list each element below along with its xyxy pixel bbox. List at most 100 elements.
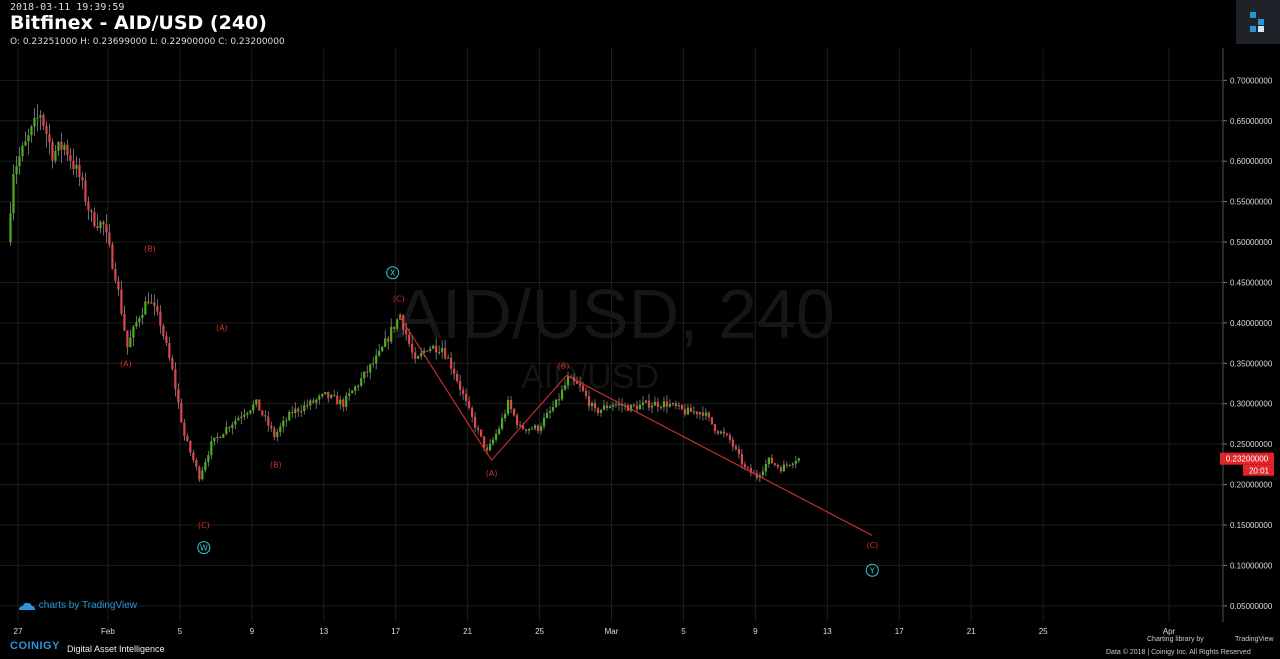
- time-tick-label: 21: [967, 627, 976, 636]
- candle-down: [273, 428, 276, 438]
- candle-up: [644, 400, 648, 403]
- price-tick-label: 0.30000000: [1230, 400, 1273, 409]
- price-tick-label: 0.50000000: [1230, 238, 1273, 247]
- price-axis[interactable]: 0.05000000 0.10000000 0.15000000 0.20000000…: [1223, 76, 1273, 611]
- candle-up: [357, 385, 360, 387]
- candle-down: [162, 325, 165, 337]
- chart-grid: [0, 48, 1223, 622]
- candle-down: [480, 429, 483, 437]
- candle-down: [159, 311, 162, 326]
- candle-up: [225, 427, 228, 435]
- candle-up: [360, 378, 363, 386]
- candle-down: [773, 463, 776, 465]
- tradingview-footer-link[interactable]: TradingView: [1235, 636, 1274, 643]
- candle-down: [456, 373, 459, 382]
- candle-up: [249, 410, 252, 413]
- wave-line: [566, 374, 873, 536]
- time-axis[interactable]: 27 Feb 5 9 13 17 21 25 Mar 5 9 13 17 21 25 Apr: [14, 627, 1176, 636]
- candle-down: [408, 334, 411, 344]
- tradingview-attribution-text: charts by TradingView: [38, 600, 137, 611]
- candle-down: [701, 412, 705, 416]
- wave-label: (B): [270, 460, 282, 469]
- candle-up: [24, 141, 27, 146]
- candle-up: [339, 399, 342, 405]
- candle-down: [411, 343, 414, 353]
- candle-up: [300, 411, 303, 413]
- candle-up: [9, 213, 12, 243]
- candle-down: [81, 177, 84, 181]
- candle-down: [270, 425, 273, 429]
- chart-title: Bitfinex - AID/USD (240): [10, 12, 267, 34]
- candle-up: [590, 402, 594, 407]
- candle-down: [683, 409, 687, 415]
- candle-down: [96, 226, 99, 229]
- candlestick-chart[interactable]: AID/USD, 240 AID/USD (B) (A) (A) (B) (C) W X (C…: [0, 0, 1280, 636]
- candle-up: [638, 404, 642, 410]
- candle-down: [426, 350, 429, 352]
- candle-down: [575, 381, 579, 384]
- candle-up: [330, 394, 333, 398]
- candle-up: [671, 403, 675, 405]
- candle-up: [207, 455, 210, 463]
- candle-up: [719, 431, 723, 434]
- chart-header: 2018-03-11 19:39:59 Bitfinex - AID/USD (…: [0, 0, 1230, 50]
- candle-up: [420, 352, 423, 357]
- candle-down: [459, 381, 462, 390]
- candle-down: [521, 425, 525, 430]
- candle-down: [114, 268, 117, 281]
- candle-up: [629, 404, 633, 411]
- candle-up: [39, 115, 42, 118]
- coinigy-logo-icon: [1250, 12, 1264, 32]
- cycle-label-ring: [865, 563, 879, 577]
- candle-up: [396, 319, 399, 329]
- time-tick-label: 13: [823, 627, 832, 636]
- candle-up: [36, 117, 39, 119]
- candle-down: [93, 212, 96, 227]
- time-tick-label: Mar: [605, 627, 619, 636]
- candle-up: [447, 357, 450, 359]
- candle-down: [722, 431, 726, 434]
- candle-up: [497, 428, 501, 434]
- price-tick-label: 0.35000000: [1230, 359, 1273, 368]
- candle-up: [602, 405, 606, 410]
- candle-down: [156, 306, 159, 312]
- candle-down: [656, 401, 660, 407]
- candle-up: [381, 346, 384, 352]
- candle-up: [288, 412, 291, 421]
- candle-down: [486, 447, 489, 451]
- candle-down: [102, 221, 105, 225]
- tradingview-attribution-link[interactable]: charts by TradingView: [18, 600, 137, 611]
- price-tick-label: 0.25000000: [1230, 440, 1273, 449]
- coinigy-brand[interactable]: COINIGY: [10, 640, 60, 652]
- time-tick-label: Apr: [1163, 627, 1176, 636]
- wave-line: [491, 375, 567, 461]
- candle-down: [291, 412, 294, 414]
- candle-down: [147, 301, 150, 304]
- coinigy-logo-button[interactable]: [1236, 0, 1280, 44]
- candle-down: [165, 336, 168, 344]
- price-tick-label: 0.65000000: [1230, 117, 1273, 126]
- candle-down: [462, 389, 465, 395]
- candle-up: [318, 396, 321, 400]
- candle-up: [216, 436, 219, 438]
- candle-up: [423, 350, 426, 353]
- candle-up: [530, 428, 534, 430]
- candle-up: [384, 338, 387, 347]
- candle-down: [60, 141, 63, 150]
- candle-down: [228, 427, 231, 429]
- candle-up: [764, 464, 767, 472]
- candle-up: [653, 401, 657, 406]
- cycle-label-ring: [197, 541, 211, 555]
- candle-up: [132, 326, 135, 338]
- candle-up: [432, 345, 435, 349]
- candle-down: [578, 383, 582, 386]
- wave-label: (A): [216, 324, 228, 333]
- candle-down: [261, 410, 264, 416]
- charting-library-text: Charting library by: [1147, 636, 1204, 643]
- candle-down: [342, 399, 345, 407]
- candle-down: [749, 467, 752, 473]
- time-tick-label: 25: [1039, 627, 1048, 636]
- candle-down: [728, 435, 732, 440]
- candle-up: [698, 412, 702, 415]
- candle-down: [635, 405, 639, 410]
